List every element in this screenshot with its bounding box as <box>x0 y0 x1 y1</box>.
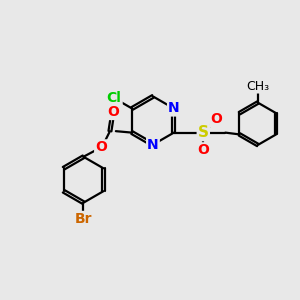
Text: N: N <box>168 101 180 116</box>
Text: O: O <box>95 140 107 154</box>
Text: O: O <box>107 105 119 119</box>
Text: O: O <box>211 112 223 126</box>
Text: S: S <box>198 125 209 140</box>
Text: O: O <box>197 143 209 157</box>
Text: Cl: Cl <box>107 91 122 105</box>
Text: Br: Br <box>75 212 92 226</box>
Text: CH₃: CH₃ <box>246 80 269 93</box>
Text: N: N <box>147 138 159 152</box>
